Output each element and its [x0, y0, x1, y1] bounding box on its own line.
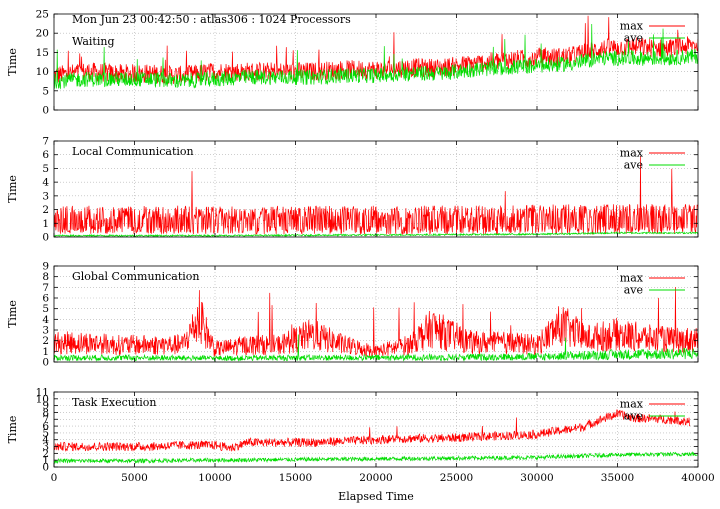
- x-tick-label: 10000: [198, 472, 231, 484]
- x-tick-label: 35000: [601, 472, 634, 484]
- legend-label-ave: ave: [624, 410, 643, 423]
- legend-label-ave: ave: [624, 284, 643, 297]
- y-tick-label: 7: [42, 282, 49, 294]
- y-axis-label: Time: [6, 416, 19, 444]
- y-tick-label: 10: [36, 393, 49, 405]
- x-tick-label: 20000: [359, 472, 392, 484]
- x-tick-label: 0: [51, 472, 58, 484]
- y-tick-label: 15: [36, 47, 49, 59]
- y-tick-label: 8: [42, 407, 49, 419]
- panel-title: Waiting: [72, 35, 115, 48]
- legend-label-max: max: [620, 20, 644, 33]
- y-tick-label: 0: [42, 357, 49, 369]
- y-tick-label: 10: [36, 66, 49, 78]
- legend-label-max: max: [620, 398, 644, 411]
- y-axis-label: Time: [6, 175, 19, 203]
- y-tick-label: 20: [36, 28, 49, 40]
- y-tick-label: 7: [42, 414, 49, 426]
- y-tick-label: 7: [42, 136, 49, 148]
- y-axis-label: Time: [6, 300, 19, 328]
- x-axis-label: Elapsed Time: [338, 490, 414, 503]
- panels-group: 0510152025TimeWaitingmaxave01234567TimeL…: [6, 9, 715, 485]
- y-tick-label: 0: [42, 232, 49, 244]
- y-tick-label: 0: [42, 462, 49, 474]
- series-ave-line: [54, 451, 698, 465]
- x-tick-label: 15000: [279, 472, 312, 484]
- y-tick-label: 2: [42, 448, 49, 460]
- y-tick-label: 2: [42, 335, 49, 347]
- y-tick-label: 6: [42, 149, 49, 161]
- y-tick-label: 9: [42, 261, 49, 273]
- y-tick-label: 6: [42, 293, 49, 305]
- legend-label-max: max: [620, 272, 644, 285]
- series-max-line: [54, 156, 698, 236]
- y-tick-label: 25: [36, 9, 49, 21]
- panel-title: Global Communication: [72, 270, 200, 283]
- y-tick-label: 4: [42, 434, 49, 446]
- y-tick-label: 5: [42, 427, 49, 439]
- y-axis-label: Time: [6, 48, 19, 76]
- y-tick-label: 8: [42, 271, 49, 283]
- y-tick-label: 5: [42, 85, 49, 97]
- y-tick-label: 11: [36, 387, 49, 399]
- y-tick-label: 4: [42, 314, 49, 326]
- panel-title: Task Execution: [72, 396, 156, 409]
- legend-label-max: max: [620, 147, 644, 160]
- y-tick-label: 1: [42, 218, 49, 230]
- run-title: Mon Jun 23 00:42:50 : atlas306 : 1024 Pr…: [72, 13, 351, 26]
- x-tick-label: 40000: [681, 472, 714, 484]
- series-ave-line: [54, 24, 698, 90]
- legend-label-ave: ave: [624, 159, 643, 172]
- y-tick-label: 4: [42, 177, 49, 189]
- y-tick-label: 2: [42, 204, 49, 216]
- y-tick-label: 1: [42, 346, 49, 358]
- legend-label-ave: ave: [624, 32, 643, 45]
- y-tick-label: 5: [42, 163, 49, 175]
- y-tick-label: 1: [42, 455, 49, 467]
- y-tick-label: 9: [42, 400, 49, 412]
- y-tick-label: 6: [42, 421, 49, 433]
- y-tick-label: 0: [42, 105, 49, 117]
- y-tick-label: 5: [42, 303, 49, 315]
- panel-title: Local Communication: [72, 145, 194, 158]
- series-max-line: [54, 409, 691, 452]
- y-tick-label: 3: [42, 190, 49, 202]
- x-tick-label: 25000: [440, 472, 473, 484]
- x-tick-label: 30000: [520, 472, 553, 484]
- y-tick-label: 3: [42, 325, 49, 337]
- y-tick-label: 3: [42, 441, 49, 453]
- series-max-line: [54, 287, 698, 358]
- x-tick-label: 5000: [121, 472, 148, 484]
